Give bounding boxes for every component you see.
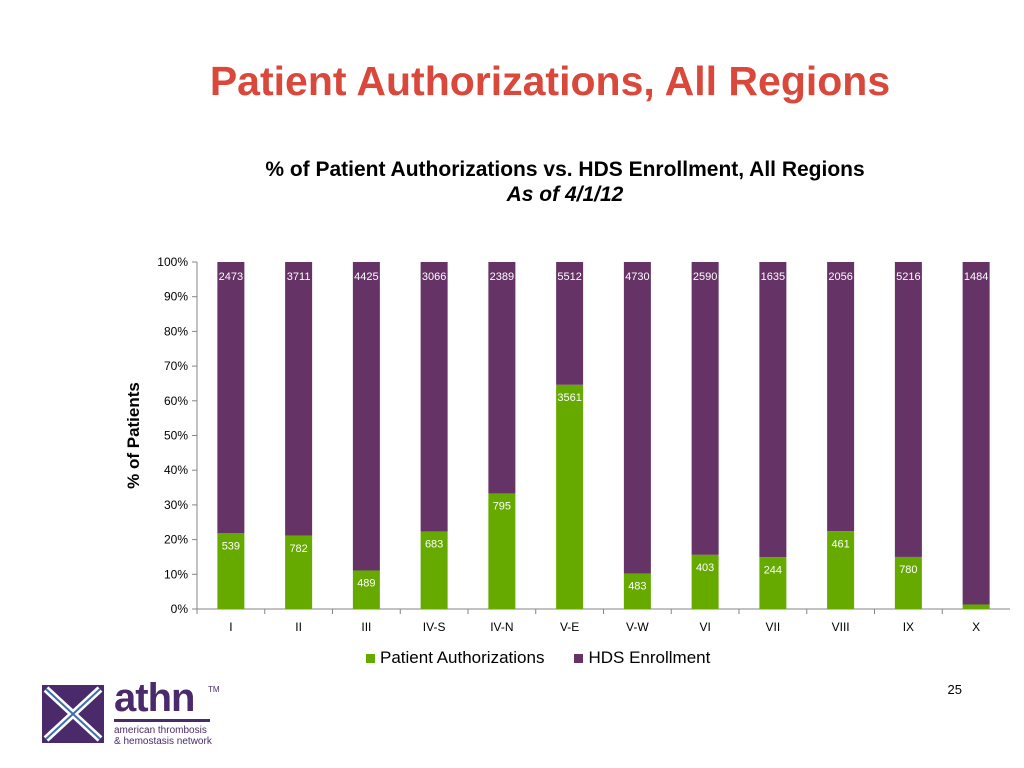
- bar-patient-authorizations: [963, 604, 990, 609]
- data-label-auth: 539: [222, 540, 240, 552]
- y-tick-label: 60%: [164, 394, 188, 408]
- bar-hds-enrollment: [488, 262, 515, 493]
- data-label-hds: 1484: [964, 271, 988, 283]
- y-axis-title: % of Patients: [124, 382, 143, 489]
- x-tick-label: VII: [766, 620, 781, 634]
- x-tick-label: IV-N: [490, 620, 513, 634]
- y-tick-label: 50%: [164, 429, 188, 443]
- x-tick-label: V-E: [560, 620, 579, 634]
- logo-divider: [114, 719, 210, 722]
- x-tick-label: VI: [699, 620, 710, 634]
- data-label-hds: 2389: [490, 271, 514, 283]
- legend-label: Patient Authorizations: [380, 648, 544, 668]
- bar-hds-enrollment: [692, 262, 719, 555]
- logo-tagline: american thrombosis & hemostasis network: [114, 725, 224, 747]
- legend-swatch-purple: [574, 654, 583, 663]
- data-label-auth: 483: [628, 581, 646, 593]
- x-tick-label: III: [361, 620, 371, 634]
- y-tick-label: 100%: [157, 255, 188, 269]
- data-label-auth: 795: [493, 500, 511, 512]
- x-tick-label: IV-S: [423, 620, 446, 634]
- bar-hds-enrollment: [421, 262, 448, 532]
- x-tick-label: X: [972, 620, 980, 634]
- bar-hds-enrollment: [217, 262, 244, 533]
- bar-hds-enrollment: [827, 262, 854, 531]
- data-label-auth: 3561: [557, 392, 581, 404]
- y-tick-label: 40%: [164, 463, 188, 477]
- bar-hds-enrollment: [285, 262, 312, 536]
- x-tick-label: VIII: [832, 620, 850, 634]
- bar-patient-authorizations: [556, 385, 583, 609]
- bar-hds-enrollment: [895, 262, 922, 557]
- data-label-hds: 3066: [422, 271, 446, 283]
- data-label-auth: 244: [764, 564, 782, 576]
- y-tick-label: 10%: [164, 567, 188, 581]
- x-tick-label: I: [229, 620, 232, 634]
- y-tick-label: 80%: [164, 324, 188, 338]
- logo-wordmark: athn: [114, 676, 194, 721]
- legend-label: HDS Enrollment: [588, 648, 710, 668]
- logo-tagline-line1: american thrombosis: [114, 725, 224, 736]
- y-tick-label: 70%: [164, 359, 188, 373]
- logo-tagline-line2: & hemostasis network: [114, 736, 224, 747]
- data-label-hds: 2590: [693, 271, 717, 283]
- data-label-hds: 2473: [219, 271, 243, 283]
- chart-legend: Patient Authorizations HDS Enrollment: [366, 648, 740, 668]
- y-tick-label: 0%: [171, 602, 189, 616]
- data-label-auth: 780: [899, 564, 917, 576]
- data-label-hds: 3711: [287, 271, 311, 283]
- bar-patient-authorizations: [353, 570, 380, 609]
- x-tick-label: IX: [903, 620, 914, 634]
- data-label-auth: 782: [289, 543, 307, 555]
- bar-hds-enrollment: [963, 262, 990, 604]
- data-label-hds: 5512: [557, 271, 581, 283]
- data-label-hds: 2056: [828, 271, 852, 283]
- data-label-hds: 4425: [354, 271, 378, 283]
- y-tick-label: 30%: [164, 498, 188, 512]
- data-label-auth: 461: [831, 538, 849, 550]
- x-tick-label: II: [295, 620, 302, 634]
- data-label-auth: 403: [696, 562, 714, 574]
- data-label-hds: 4730: [625, 271, 649, 283]
- x-tick-label: V-W: [626, 620, 649, 634]
- y-tick-label: 20%: [164, 533, 188, 547]
- legend-item-hds-enrollment: HDS Enrollment: [574, 648, 710, 668]
- bar-hds-enrollment: [759, 262, 786, 557]
- page-number: 25: [948, 682, 962, 697]
- bar-hds-enrollment: [624, 262, 651, 574]
- legend-item-patient-authorizations: Patient Authorizations: [366, 648, 544, 668]
- data-label-hds: 1635: [761, 271, 785, 283]
- data-label-auth: 489: [357, 577, 375, 589]
- y-tick-label: 90%: [164, 290, 188, 304]
- data-label-hds: 5216: [896, 271, 920, 283]
- data-label-auth: 683: [425, 539, 443, 551]
- logo-trademark: TM: [208, 685, 220, 694]
- legend-swatch-green: [366, 654, 375, 663]
- bar-hds-enrollment: [353, 262, 380, 570]
